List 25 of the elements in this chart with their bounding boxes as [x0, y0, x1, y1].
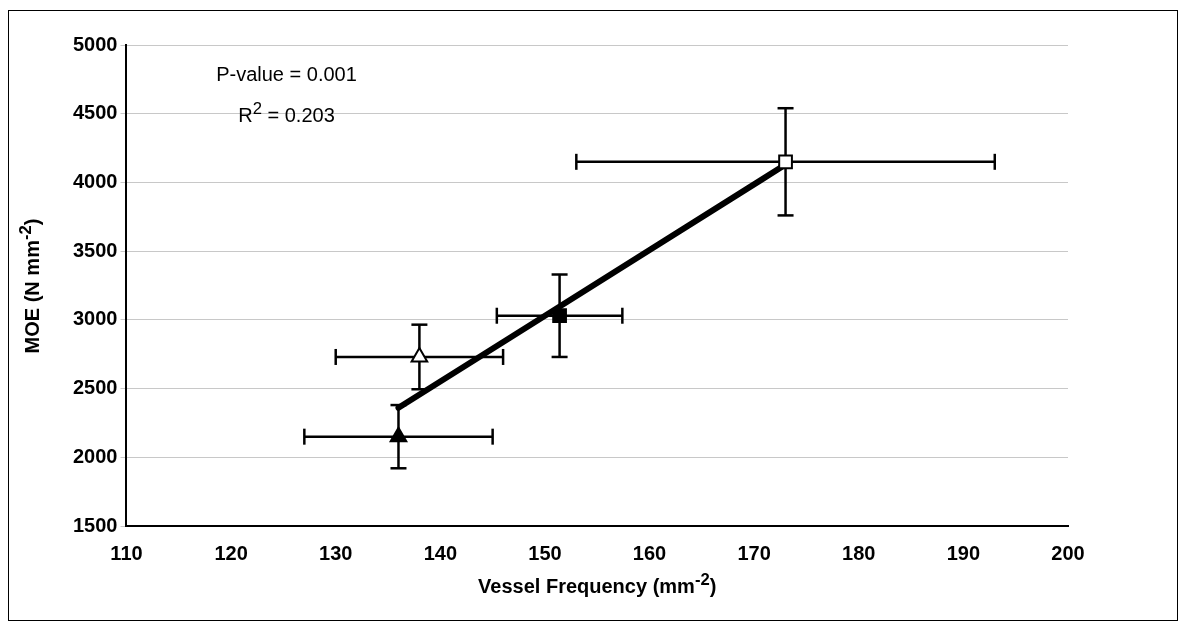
point — [778, 154, 793, 170]
annotation: R$^{2}$ = 0.203 — [238, 99, 335, 127]
point — [410, 346, 429, 363]
x-tick-label: 190 — [946, 541, 981, 564]
y-tick-label: 5000 — [72, 32, 118, 55]
x-axis-title: Vessel Frequency (mm$^{-2}$) — [478, 570, 717, 598]
y-tick-label: 1500 — [72, 513, 118, 536]
x-tick-label: 170 — [737, 541, 771, 564]
x-tick-label: 130 — [319, 541, 353, 564]
x-tick-label: 120 — [214, 541, 248, 564]
point — [552, 308, 567, 324]
x-tick-label: 180 — [842, 541, 876, 564]
x-tick-label: 150 — [528, 541, 562, 564]
x-tick-label: 160 — [632, 541, 667, 564]
y-tick-label: 3000 — [72, 307, 118, 330]
y-tick-label: 2000 — [72, 444, 118, 467]
point — [389, 426, 408, 443]
x-tick-label: 110 — [110, 541, 143, 564]
y-tick-label: 2500 — [72, 376, 118, 399]
y-tick-label: 4500 — [72, 101, 118, 124]
y-tick-label: 4000 — [72, 169, 118, 192]
annotation: P-value = 0.001 — [216, 63, 357, 86]
y-tick-label: 3500 — [72, 238, 118, 261]
x-tick-label: 200 — [1051, 541, 1085, 564]
x-tick-label: 140 — [423, 541, 458, 564]
